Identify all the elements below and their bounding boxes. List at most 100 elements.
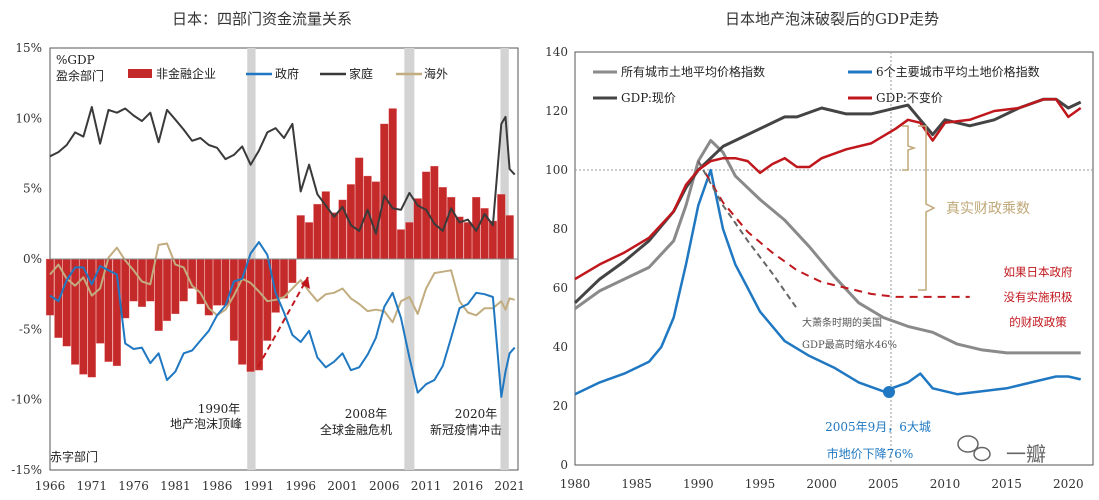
legend-all-land-label: 所有城市土地平均价格指数 [621, 64, 765, 79]
right-ytick-label: 140 [545, 45, 568, 59]
right-xtick-label: 1985 [621, 477, 652, 491]
legend-gdp-nominal-label: GDP:现价 [621, 91, 676, 105]
right-ytick-label: 0 [560, 458, 568, 472]
corp-bar-1989 [238, 258, 247, 365]
legend-house-label: 家庭 [349, 66, 373, 81]
left-ytick-label: -10% [11, 393, 42, 407]
right-ytick-label: 60 [553, 281, 568, 295]
left-ytick-label: 10% [15, 111, 42, 125]
left-xtick-label: 1986 [202, 479, 233, 493]
annotation-1990-year: 1990年 [198, 402, 241, 416]
corp-bar-1976 [129, 258, 138, 302]
small-bracket [902, 125, 917, 171]
land-price-2005-marker [883, 386, 895, 398]
corp-bar-2016 [463, 222, 472, 260]
corp-bar-2000 [330, 212, 339, 260]
annotation-2008-text: 全球金融危机 [320, 422, 392, 437]
right-xtick-label: 1995 [745, 477, 776, 491]
all-land-price-line [574, 139, 1081, 355]
right-xtick-label: 1990 [683, 477, 714, 491]
counterfactual-gdp-line [697, 160, 970, 298]
right-xtick-label: 2020 [1053, 477, 1084, 491]
left-chart-title: 日本：四部门资金流量关系 [172, 10, 352, 28]
right-ytick-label: 20 [553, 399, 568, 413]
counterfactual-line-2: 没有实施积极 [1004, 290, 1073, 304]
corp-bar-1998 [313, 203, 322, 260]
left-xtick-label: 2021 [494, 479, 525, 493]
right-xtick-label: 2015 [991, 477, 1022, 491]
corp-bar-2014 [447, 196, 456, 260]
corp-bar-1993 [271, 258, 280, 313]
left-xtick-label: 1966 [35, 479, 66, 493]
right-ytick-label: 40 [553, 340, 568, 354]
left-xtick-label: 1996 [285, 479, 316, 493]
corp-bar-1991 [254, 258, 264, 371]
annotation-2020-text: 新冠疫情冲击 [430, 422, 502, 437]
six-city-land-price-line [574, 168, 1081, 396]
corp-bar-1997 [305, 222, 314, 260]
left-ytick-label: 5% [23, 182, 42, 196]
corp-bar-1994 [279, 258, 289, 299]
right-ytick-label: 80 [553, 222, 568, 236]
right-xtick-label: 2000 [806, 477, 837, 491]
legend-gdp-real-label: GDP:不变价 [876, 90, 943, 105]
corp-bar-2021 [505, 215, 514, 260]
right-chart-title: 日本地产泡沫破裂后的GDP走势 [725, 10, 939, 28]
corp-bar-1986 [213, 258, 222, 306]
government-line [49, 241, 516, 398]
legend-corp-label: 非金融企业 [156, 66, 216, 81]
corp-bar-1982 [179, 258, 188, 302]
left-xtick-label: 1971 [77, 479, 108, 493]
left-xtick-label: 2011 [411, 479, 442, 493]
left-x-axis: 1966 1971 1976 1981 1986 1991 1996 2001 2006 2011… [35, 479, 525, 493]
overseas-line [49, 242, 515, 324]
left-xtick-label: 2006 [369, 479, 400, 493]
wechat-watermark: 一瓣 [957, 435, 1046, 466]
corp-bar-2009 [405, 222, 414, 260]
wechat-bubble-big [957, 435, 979, 453]
corp-bar-2006 [380, 123, 389, 260]
left-ytick-label: -15% [11, 463, 42, 477]
right-ytick-label: 120 [545, 104, 568, 118]
corp-bar-2008 [396, 229, 406, 260]
left-xtick-label: 2001 [327, 479, 358, 493]
right-xtick-label: 2005 [868, 477, 899, 491]
multiplier-bracket [918, 125, 936, 291]
right-plot-frame [574, 51, 1094, 466]
legend-gov-label: 政府 [275, 66, 299, 81]
land-drop-line-2: 市地价下降76% [827, 446, 914, 461]
counterfactual-line-3: 的财政政策 [1009, 315, 1067, 329]
left-y-axis: 15% 10% 5% 0% -5% -10% -15% [11, 41, 42, 477]
annotation-2008-year: 2008年 [345, 407, 388, 421]
depression-line-2: GDP最高时缩水46% [802, 338, 897, 351]
right-x-axis: 1980 1985 1990 1995 2000 2005 2010 2015 2020 [560, 477, 1084, 491]
right-series-lines [573, 97, 1082, 396]
left-xtick-label: 1976 [118, 479, 149, 493]
right-xtick-label: 2010 [930, 477, 961, 491]
us-depression-line [697, 160, 798, 310]
corp-bar-2019 [488, 220, 497, 260]
legend-corp-swatch [128, 69, 152, 78]
corp-bar-2003 [355, 157, 364, 260]
watermark-text: 一瓣 [1006, 442, 1046, 466]
left-series-lines [49, 106, 516, 398]
corp-bar-1995 [288, 258, 297, 284]
corp-bar-1996 [296, 215, 305, 260]
corp-bar-1990 [246, 258, 255, 372]
corp-bar-1966 [45, 258, 55, 316]
legend-overseas-label: 海外 [424, 66, 448, 81]
bubble-arrow [257, 276, 309, 368]
deficit-sector-label: 赤字部门 [50, 449, 98, 464]
corp-bar-2007 [388, 108, 397, 260]
right-ytick-label: 100 [545, 163, 568, 177]
left-xtick-label: 2016 [453, 479, 484, 493]
corp-bar-1975 [121, 258, 130, 319]
left-xtick-label: 1991 [244, 479, 275, 493]
left-ylabel: %GDP [56, 53, 95, 67]
left-corp-bars [45, 108, 514, 378]
left-ytick-label: 0% [23, 252, 42, 266]
corp-bar-1979 [154, 258, 163, 331]
legend-six-city-label: 6个主要城市平均土地价格指数 [876, 64, 1040, 79]
corp-bar-1973 [104, 258, 113, 362]
